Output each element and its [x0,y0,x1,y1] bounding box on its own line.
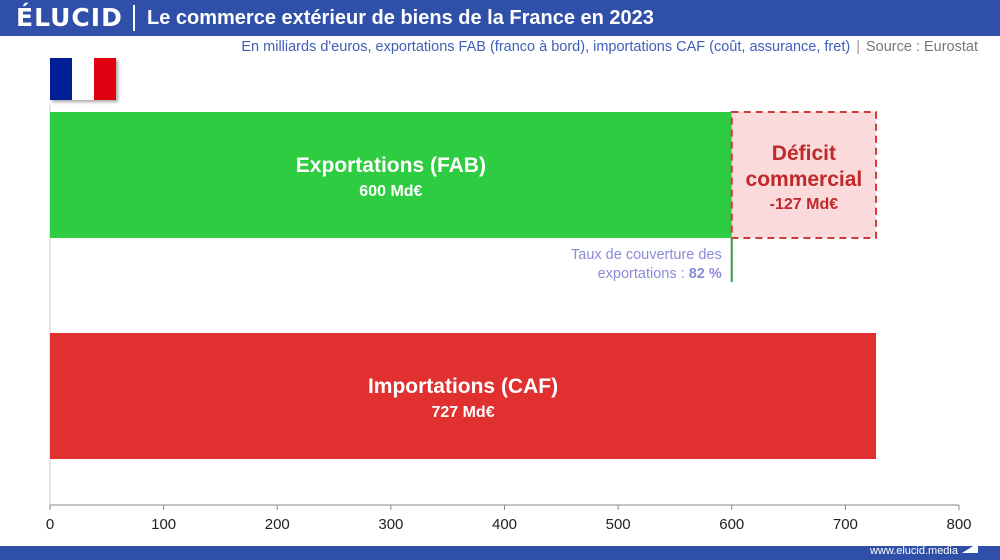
footer-bar [0,546,1000,560]
coverage-rate-value: 82 % [689,266,722,282]
subtitle-row: En milliards d'euros, exportations FAB (… [241,39,978,55]
x-tick-label: 0 [46,516,54,533]
x-tick-label: 500 [606,516,631,533]
x-tick-label: 700 [833,516,858,533]
bar [50,112,732,238]
coverage-label-line2: exportations : 82 % [598,266,722,282]
footer-site: www.elucid.media [869,545,958,557]
source-separator: | [856,39,860,55]
deficit-box [730,111,878,239]
x-tick-label: 200 [265,516,290,533]
deficit-title-line2: commercial [746,168,863,191]
x-tick-label: 300 [378,516,403,533]
bar-value-label: 727 Md€ [431,404,494,421]
coverage-label-line1: Taux de couverture des [571,247,722,263]
bar [50,333,877,459]
coverage-label-prefix: exportations : [598,266,689,282]
x-tick-label: 400 [492,516,517,533]
deficit-value-label: -127 Md€ [770,196,839,213]
header-divider [133,5,135,31]
elucid-logo: ÉLUCID [16,3,123,32]
bar-label: Exportations (FAB) [296,154,486,177]
source-label: Source : Eurostat [865,39,978,55]
bar-value-label: 600 Md€ [359,183,422,200]
x-tick-label: 100 [151,516,176,533]
bar-label: Importations (CAF) [368,375,558,398]
x-tick-label: 600 [719,516,744,533]
header-bar [0,0,1000,36]
elucid-mark-icon [962,543,978,553]
deficit-title-line1: Déficit [772,142,836,165]
page-title: Le commerce extérieur de biens de la Fra… [147,7,654,29]
subtitle: En milliards d'euros, exportations FAB (… [241,39,851,55]
x-tick-label: 800 [946,516,971,533]
france-flag-icon [50,58,116,100]
